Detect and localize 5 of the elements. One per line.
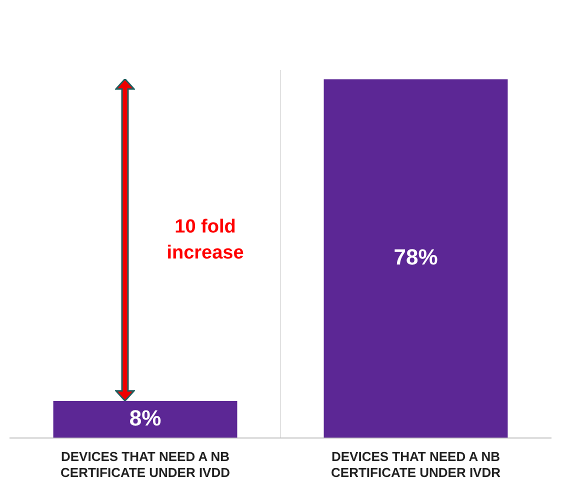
data-label: 78% bbox=[394, 244, 438, 270]
data-label: 8% bbox=[129, 405, 162, 430]
annotation: 10 fold increase bbox=[166, 216, 244, 264]
x-tick-label: DEVICES THAT NEED A NB CERTIFICATE UNDER IVDR bbox=[331, 449, 502, 480]
x-tick-label: DEVICES THAT NEED A NB CERTIFICATE UNDER IVDD bbox=[60, 449, 230, 480]
